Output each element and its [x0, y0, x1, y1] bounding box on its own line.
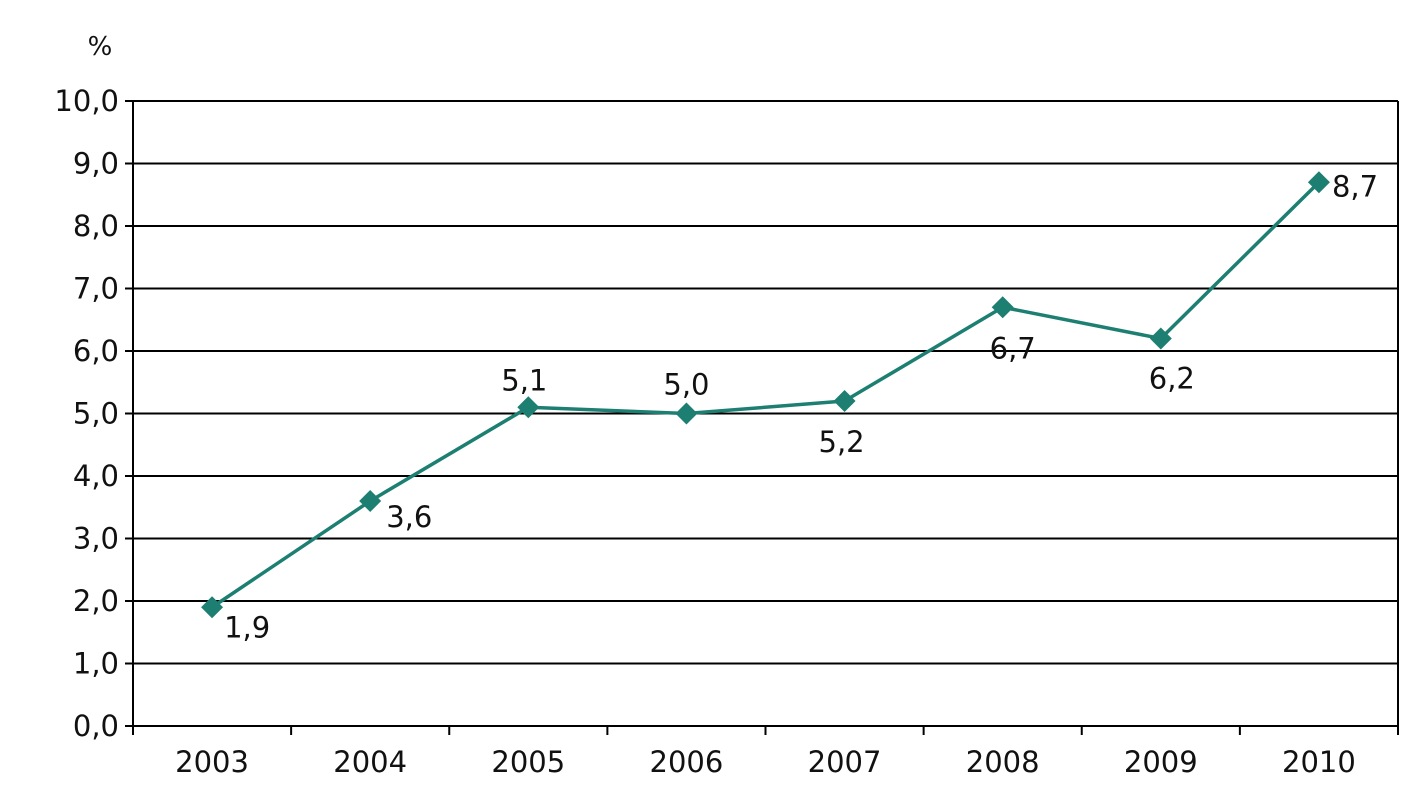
marker-2007	[833, 390, 856, 412]
markers	[201, 171, 1330, 619]
marker-2008	[991, 296, 1014, 319]
marker-2010	[1307, 171, 1330, 194]
y-tick-label-3: 3,0	[73, 522, 119, 556]
marker-2009	[1149, 327, 1172, 350]
y-tick-label-2: 2,0	[73, 584, 119, 618]
series-line-group	[211, 181, 1321, 609]
marker-2003	[201, 596, 224, 619]
marker-2005	[517, 396, 540, 419]
x-tick-label-2005: 2005	[491, 745, 565, 779]
marker-2004	[359, 490, 382, 512]
data-label-2006: 5,0	[663, 368, 709, 402]
y-tick-label-0: 0,0	[73, 709, 119, 743]
data-label-2008: 6,7	[990, 331, 1036, 365]
x-tick-label-2010: 2010	[1282, 745, 1356, 779]
data-label-2005: 5,1	[501, 363, 547, 397]
y-tick-labels: 0,0 1,0 2,0 3,0 4,0 5,0 6,0 7,0 8,0 9,0 10,0	[54, 84, 119, 743]
x-tick-labels: 2003 2004 2005 2006 2007 2008 2009 2010	[175, 745, 1356, 779]
gridlines	[133, 100, 1398, 665]
y-tick-label-10: 10,0	[54, 84, 119, 118]
data-label-2003: 1,9	[224, 610, 270, 644]
series-line	[211, 181, 1321, 609]
data-label-2010: 8,7	[1332, 169, 1378, 203]
data-label-2007: 5,2	[819, 425, 865, 459]
x-tick-label-2009: 2009	[1124, 745, 1198, 779]
y-axis-unit-label: %	[88, 32, 113, 62]
y-tick-label-6: 6,0	[73, 334, 119, 368]
y-tick-label-8: 8,0	[73, 209, 119, 243]
y-tick-label-4: 4,0	[73, 459, 119, 493]
x-tick-label-2004: 2004	[333, 745, 407, 779]
x-tick-label-2007: 2007	[808, 745, 882, 779]
x-tick-label-2008: 2008	[966, 745, 1040, 779]
x-tick-label-2003: 2003	[175, 745, 249, 779]
x-tick-label-2006: 2006	[650, 745, 724, 779]
axes	[125, 100, 1399, 735]
y-tick-label-9: 9,0	[73, 147, 119, 181]
data-labels: 1,9 3,6 5,1 5,0 5,2 6,7 6,2 8,7	[224, 169, 1378, 644]
marker-2006	[675, 402, 698, 425]
y-tick-label-5: 5,0	[73, 397, 119, 431]
y-tick-label-1: 1,0	[73, 647, 119, 681]
y-tick-label-7: 7,0	[73, 272, 119, 306]
data-label-2009: 6,2	[1149, 362, 1195, 396]
data-label-2004: 3,6	[386, 500, 432, 534]
